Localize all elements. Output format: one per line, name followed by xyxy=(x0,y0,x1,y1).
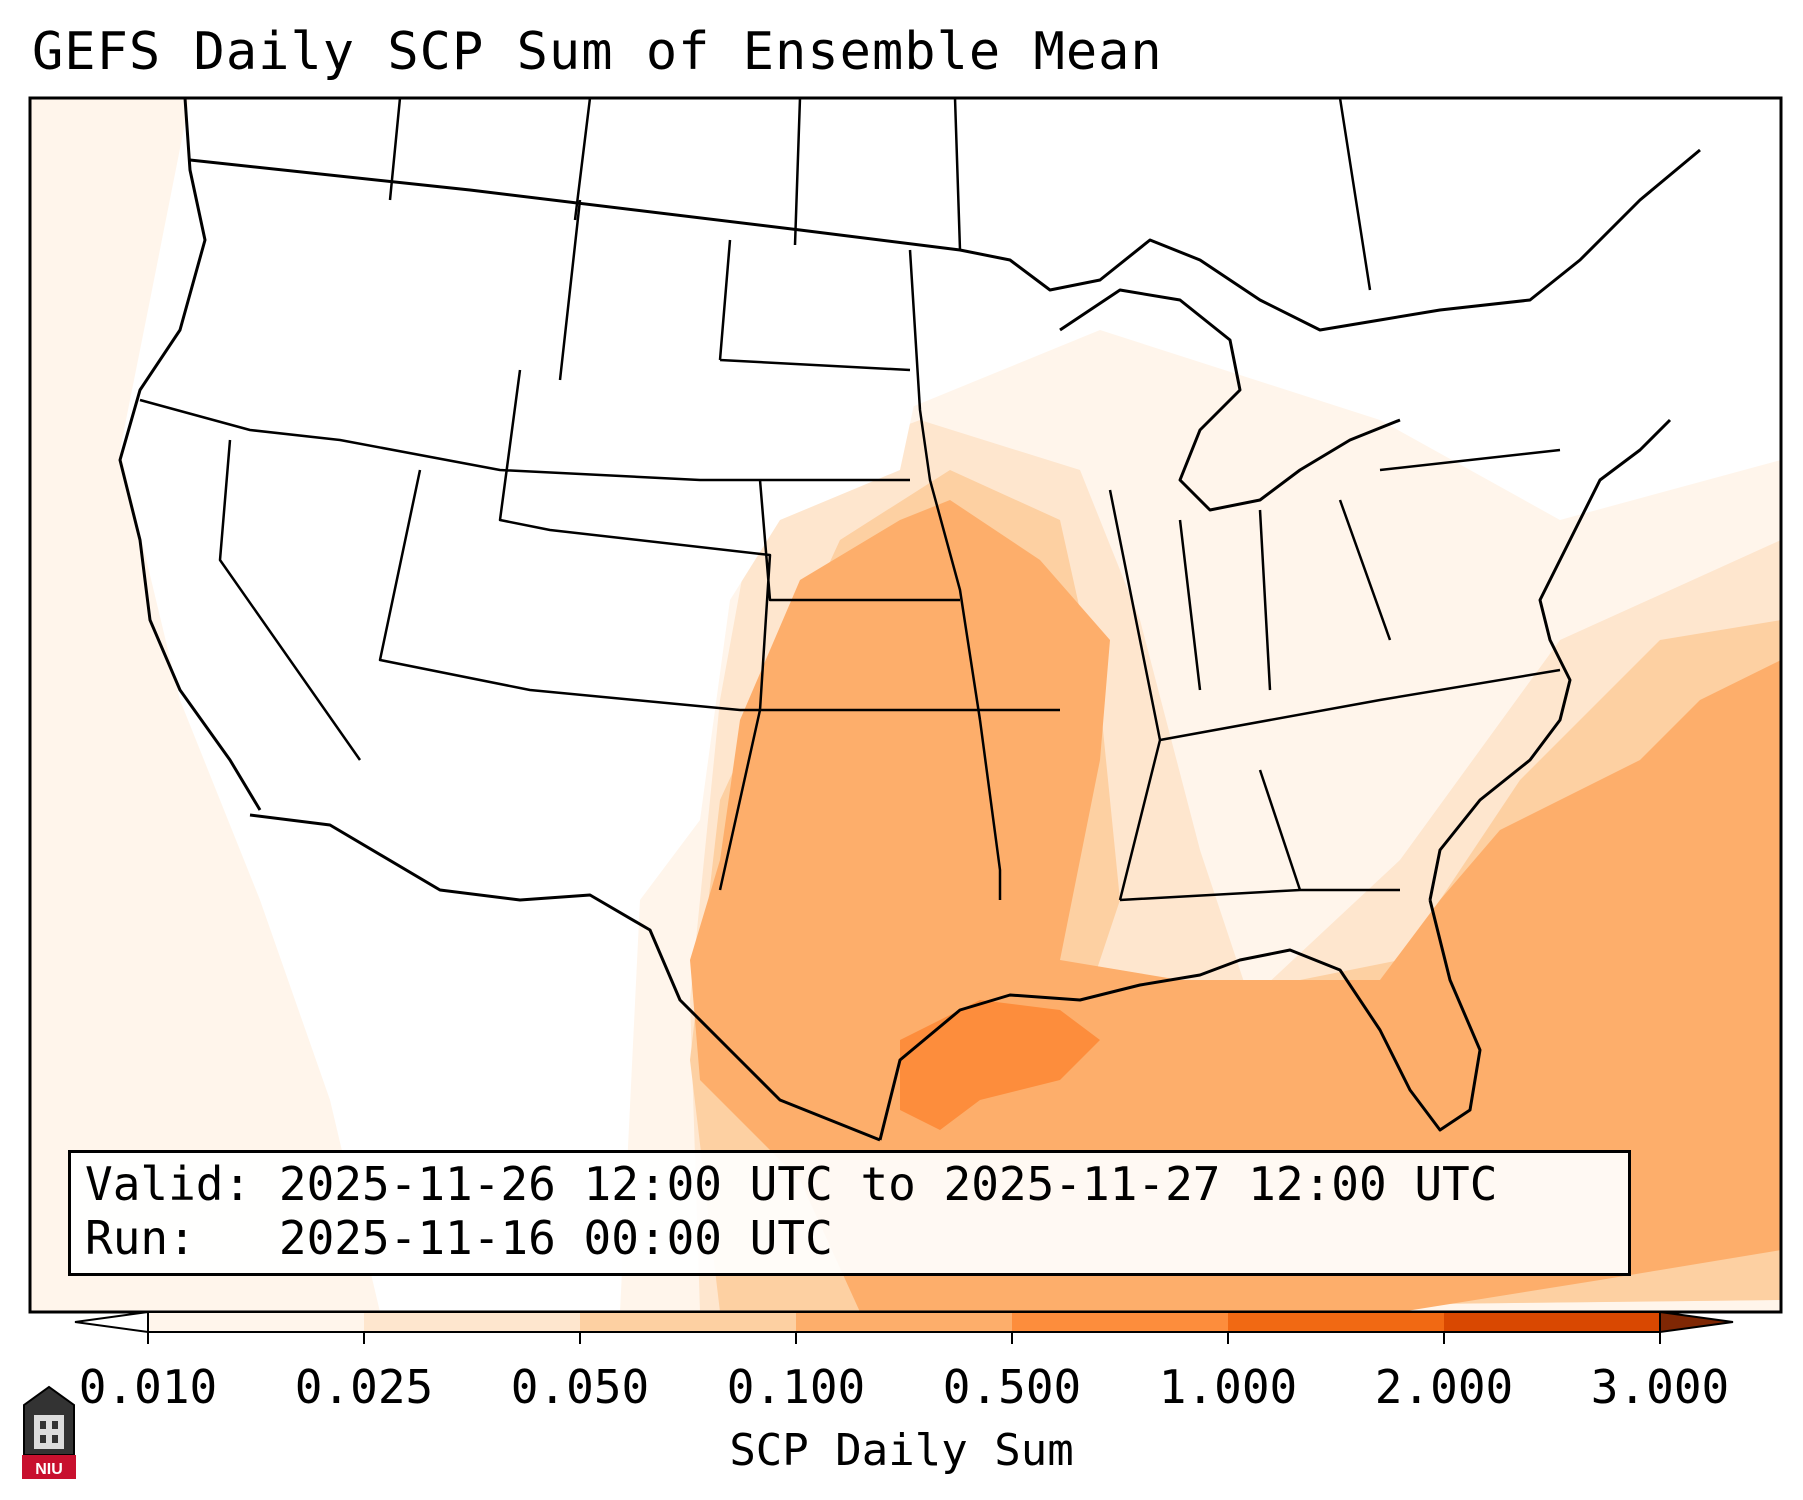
run-label: Run: xyxy=(85,1211,196,1265)
colorbar-tick-label: 0.025 xyxy=(294,1360,434,1414)
gulf-coast xyxy=(878,899,1482,1141)
great-lakes xyxy=(1059,288,1401,512)
scp-fill-layer xyxy=(30,98,1781,1312)
fill-level-0010-pacific xyxy=(30,98,380,1312)
page-title: GEFS Daily SCP Sum of Ensemble Mean xyxy=(32,22,1163,82)
valid-label: Valid: xyxy=(85,1157,252,1211)
colorbar-tick-label: 0.500 xyxy=(942,1360,1082,1414)
fill-level-0500 xyxy=(900,1000,1100,1130)
colorbar-segment xyxy=(364,1312,581,1332)
dry-region-west xyxy=(160,98,930,900)
colorbar-label: SCP Daily Sum xyxy=(729,1425,1074,1476)
colorbar-extend-low xyxy=(74,1310,149,1334)
colorbar-segment xyxy=(148,1312,365,1332)
us-mexico-border xyxy=(249,813,881,1142)
colorbar-tick-label: 1.000 xyxy=(1158,1360,1298,1414)
us-west-coast xyxy=(118,98,262,811)
east-coast xyxy=(1428,418,1672,901)
colorbar-segment xyxy=(1444,1312,1661,1332)
colorbar-segment xyxy=(796,1312,1013,1332)
colorbar-tick-label: 0.010 xyxy=(78,1360,218,1414)
colorbar-extend-high xyxy=(1659,1310,1734,1334)
colorbar-tick-label: 2.000 xyxy=(1374,1360,1514,1414)
colorbar-segment xyxy=(580,1312,797,1332)
colorbar-tick-label: 3.000 xyxy=(1590,1360,1730,1414)
valid-range: 2025-11-26 12:00 UTC to 2025-11-27 12:00… xyxy=(278,1157,1498,1211)
colorbar-tick-label: 0.050 xyxy=(510,1360,650,1414)
valid-run-info-box: Valid: 2025-11-26 12:00 UTC to 2025-11-2… xyxy=(68,1150,1631,1276)
dry-region-northeast xyxy=(1080,98,1781,500)
colorbar-outline xyxy=(147,1311,1661,1333)
logo-text: NIU xyxy=(35,1461,63,1478)
run-time: 2025-11-16 00:00 UTC xyxy=(278,1211,833,1265)
niu-logo: NIU xyxy=(22,1385,76,1479)
colorbar-tick-label: 0.100 xyxy=(726,1360,866,1414)
boundary-lines xyxy=(118,98,1701,1142)
us-canada-border xyxy=(189,148,1701,332)
colorbar-segment xyxy=(1012,1312,1229,1332)
colorbar xyxy=(74,1310,1734,1344)
canada-provinces xyxy=(388,98,1372,291)
state-lines xyxy=(139,199,1561,902)
colorbar-segment xyxy=(1228,1312,1445,1332)
